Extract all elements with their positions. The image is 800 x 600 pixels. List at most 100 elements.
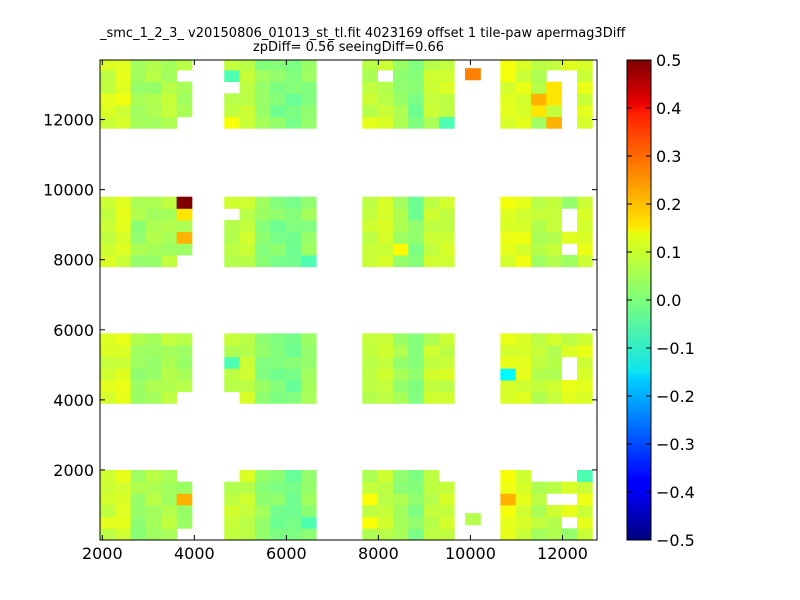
heatmap-cell [438, 220, 455, 233]
heatmap-cell [408, 60, 424, 71]
heatmap-cell [546, 528, 563, 540]
heatmap-cell [408, 231, 424, 244]
heatmap-cell [531, 196, 547, 209]
heatmap-cell [254, 243, 271, 256]
heatmap-cell [362, 255, 379, 268]
heatmap-cell [115, 81, 132, 94]
heatmap-cell [130, 470, 147, 483]
heatmap-cell [270, 231, 286, 244]
colorbar-tick-label: 0.5 [656, 51, 681, 70]
heatmap-cell [300, 81, 317, 94]
heatmap-cell [270, 345, 286, 358]
heatmap-cell [576, 516, 593, 529]
heatmap-cell [362, 380, 379, 393]
heatmap-cell [515, 493, 532, 506]
heatmap-cell [408, 104, 424, 118]
heatmap-cell [145, 368, 162, 381]
heatmap-cell [561, 231, 578, 244]
heatmap-cell [500, 333, 517, 346]
heatmap-cell [145, 60, 162, 71]
heatmap-cell [224, 69, 240, 83]
heatmap-cell [408, 356, 424, 369]
heatmap-cell [100, 220, 116, 233]
heatmap-cell [300, 116, 317, 129]
heatmap-cell [224, 333, 240, 346]
heatmap-cell [392, 481, 409, 494]
heatmap-cell [161, 470, 178, 483]
heatmap-cell [423, 81, 440, 94]
heatmap-cell [115, 196, 132, 209]
heatmap-cell [224, 220, 240, 233]
heatmap-cell [145, 528, 162, 540]
heatmap-cell [515, 516, 532, 529]
heatmap-cell [392, 220, 409, 233]
heatmap-cell [254, 255, 271, 268]
heatmap-cell [377, 81, 394, 94]
heatmap-cell [285, 470, 302, 483]
plot-frame [99, 59, 598, 541]
colorbar-tick-label: 0.4 [656, 99, 681, 118]
heatmap-cell [576, 345, 593, 358]
heatmap-cell [362, 368, 379, 381]
heatmap-cell [285, 391, 302, 404]
heatmap-cell [423, 93, 440, 106]
x-tick-label: 4000 [174, 544, 215, 563]
heatmap-cell [130, 60, 147, 71]
heatmap-cell [115, 69, 132, 83]
heatmap-cell [254, 93, 271, 106]
heatmap-cell [161, 104, 178, 118]
heatmap-cell [408, 481, 424, 494]
heatmap-cell [362, 104, 379, 118]
heatmap-cell [270, 243, 286, 256]
heatmap-cell [145, 356, 162, 369]
heatmap-cell [115, 493, 132, 506]
heatmap-cell [300, 255, 317, 268]
heatmap-cell [408, 505, 424, 518]
heatmap-cell [515, 505, 532, 518]
y-tick-label: 4000 [53, 391, 94, 410]
heatmap-cell [254, 528, 271, 540]
heatmap-cell [561, 255, 578, 268]
heatmap-cell [145, 345, 162, 358]
heatmap-cell [130, 333, 147, 346]
heatmap-cell [239, 60, 256, 71]
heatmap-cell [161, 345, 178, 358]
x-tick-label: 12000 [537, 544, 588, 563]
heatmap-cell [515, 356, 532, 369]
heatmap-cell [100, 333, 116, 346]
heatmap-cell [531, 505, 547, 518]
heatmap-cell [546, 391, 563, 404]
heatmap-cell [254, 481, 271, 494]
heatmap-cell [176, 333, 193, 346]
heatmap-cell [254, 470, 271, 483]
heatmap-cell [145, 243, 162, 256]
heatmap-cell [300, 104, 317, 118]
heatmap-cell [270, 493, 286, 506]
y-tick-label: 6000 [53, 321, 94, 340]
heatmap-cell [362, 470, 379, 483]
heatmap-cell [576, 391, 593, 404]
heatmap-cell [423, 116, 440, 129]
heatmap-cell [546, 255, 563, 268]
heatmap-cell [423, 356, 440, 369]
heatmap-cell [500, 231, 517, 244]
heatmap-cell [285, 196, 302, 209]
heatmap-cell [285, 81, 302, 94]
heatmap-cell [115, 104, 132, 118]
heatmap-cell [161, 356, 178, 369]
heatmap-cell [176, 208, 193, 221]
heatmap-cell [515, 368, 532, 381]
heatmap-cell [239, 368, 256, 381]
heatmap-cell [130, 243, 147, 256]
colorbar-tick-label: 0.0 [656, 291, 681, 310]
heatmap-cell [500, 116, 517, 129]
heatmap-cell [285, 368, 302, 381]
heatmap-cell [576, 116, 593, 129]
heatmap-cell [438, 516, 455, 529]
heatmap-cell [546, 81, 563, 94]
heatmap-cell [515, 345, 532, 358]
heatmap-cell [176, 231, 193, 244]
heatmap-cell [362, 345, 379, 358]
heatmap-cell [531, 116, 547, 129]
heatmap-cell [561, 196, 578, 209]
